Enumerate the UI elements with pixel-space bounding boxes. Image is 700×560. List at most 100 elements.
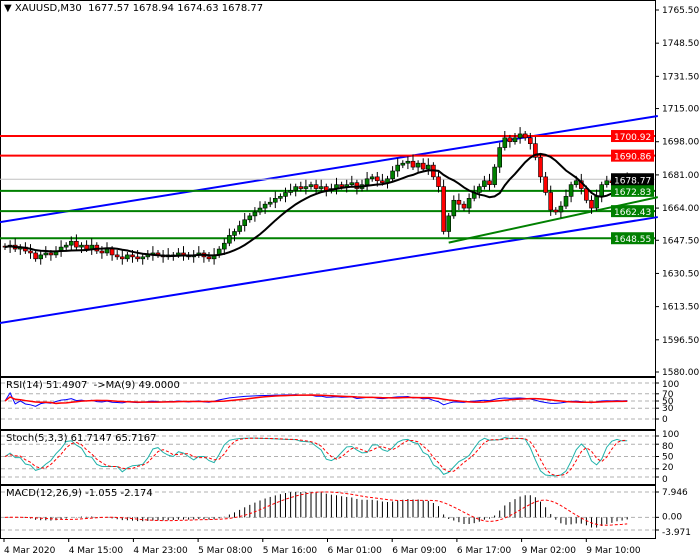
- candle: [604, 180, 610, 185]
- candle: [563, 196, 569, 207]
- candle: [114, 254, 120, 258]
- candle: [206, 256, 212, 260]
- time-tick-label: 4 Mar 2020: [4, 546, 56, 556]
- price-tick-label: 1681.00: [662, 171, 699, 181]
- macd-label: MACD(12,26,9) -1.055 -2.174: [6, 488, 153, 499]
- candle: [415, 162, 421, 168]
- candle: [43, 252, 49, 256]
- candle: [451, 199, 457, 217]
- candle: [313, 184, 319, 189]
- candle: [120, 256, 125, 260]
- candle: [533, 143, 538, 158]
- candle: [548, 192, 554, 211]
- stoch-level-label: 20: [662, 463, 674, 473]
- price-tick-label: 1731.50: [662, 72, 699, 82]
- candle: [349, 182, 355, 185]
- candle: [135, 256, 140, 260]
- level-badge-text: 1700.92: [614, 133, 651, 143]
- candle: [543, 176, 548, 193]
- candle: [293, 186, 299, 191]
- price-tick-label: 1596.50: [662, 336, 699, 346]
- level-badge: [611, 184, 654, 197]
- moving-average-line: [4, 152, 628, 258]
- stoch-signal-line: [4, 437, 628, 477]
- price-tick-label: 1748.50: [662, 39, 699, 49]
- candle: [512, 137, 518, 143]
- candle: [517, 133, 523, 139]
- level-badge-text: 1672.83: [614, 188, 651, 198]
- stoch-level-label: 50: [662, 453, 674, 463]
- level-badge-text: 1690.86: [614, 153, 651, 163]
- price-tick-label: 1698.00: [662, 138, 699, 148]
- rsi-ma-line: [4, 394, 628, 405]
- candle: [267, 201, 273, 205]
- candle: [446, 215, 452, 232]
- level-badge-text: 1648.55: [614, 235, 651, 245]
- rsi-label: RSI(14) 51.4907 ->MA(9) 49.0000: [6, 380, 180, 391]
- candle: [48, 252, 54, 256]
- candle: [232, 231, 237, 236]
- level-badge-text: 1662.43: [614, 208, 651, 218]
- candle: [589, 199, 594, 209]
- candle: [303, 186, 309, 189]
- candle: [339, 184, 344, 187]
- candle: [405, 160, 411, 164]
- price-tick-label: 1715.00: [662, 105, 699, 115]
- candle: [410, 160, 416, 168]
- stoch-label: Stoch(5,3,3) 61.7147 65.7167: [6, 433, 157, 444]
- candle: [28, 250, 33, 254]
- candle: [308, 184, 314, 187]
- candle: [140, 256, 145, 260]
- candle: [63, 244, 69, 248]
- candle: [354, 182, 360, 189]
- level-badge: [611, 130, 654, 143]
- time-tick-label: 5 Mar 16:00: [263, 546, 318, 556]
- candle: [318, 186, 324, 189]
- time-tick-label: 6 Mar 09:00: [392, 546, 447, 556]
- level-badge: [611, 205, 654, 218]
- rsi-level-label: 50: [662, 397, 674, 407]
- candle: [497, 147, 503, 168]
- rsi-level-label: 70: [662, 390, 674, 400]
- time-tick-label: 4 Mar 23:00: [133, 546, 188, 556]
- candle: [380, 180, 385, 184]
- panel-frame: [0, 377, 656, 430]
- triangle-down-icon[interactable]: ▼: [4, 3, 15, 14]
- chart-title: ▼ XAUUSD,M30 1677.57 1678.94 1674.63 167…: [4, 3, 263, 14]
- candle: [441, 186, 446, 232]
- candle: [502, 137, 508, 148]
- time-tick-label: 6 Mar 01:00: [328, 546, 383, 556]
- price-tick-label: 1647.50: [662, 236, 699, 246]
- candle: [278, 196, 283, 199]
- candle: [466, 198, 472, 209]
- candle: [461, 203, 467, 209]
- panel-frame: [0, 0, 656, 377]
- trendline-channel-upper: [0, 114, 658, 224]
- time-tick-label: 4 Mar 15:00: [69, 546, 124, 556]
- ohlc-values: 1677.57 1678.94 1674.63 1678.77: [88, 3, 264, 14]
- price-tick-label: 1765.50: [662, 6, 699, 16]
- candle: [568, 184, 574, 197]
- candle: [374, 176, 380, 182]
- candle: [33, 252, 38, 260]
- rsi-level-label: 100: [662, 380, 679, 390]
- candle: [252, 211, 258, 217]
- candle: [298, 186, 304, 189]
- candle: [79, 244, 84, 248]
- price-tick-label: 1630.50: [662, 269, 699, 279]
- candle: [247, 215, 253, 221]
- candle: [99, 250, 105, 254]
- candle: [507, 137, 513, 143]
- macd-level-label: -3.971: [662, 528, 691, 538]
- candle: [283, 192, 288, 197]
- candle: [125, 254, 130, 260]
- candle: [436, 176, 441, 187]
- candle: [257, 207, 263, 213]
- level-badge: [611, 232, 654, 245]
- rsi-level-label: 0: [662, 415, 668, 425]
- candle: [420, 162, 426, 170]
- symbol-label: XAUUSD,M30: [14, 3, 82, 14]
- candle: [84, 244, 89, 250]
- candle: [364, 178, 370, 185]
